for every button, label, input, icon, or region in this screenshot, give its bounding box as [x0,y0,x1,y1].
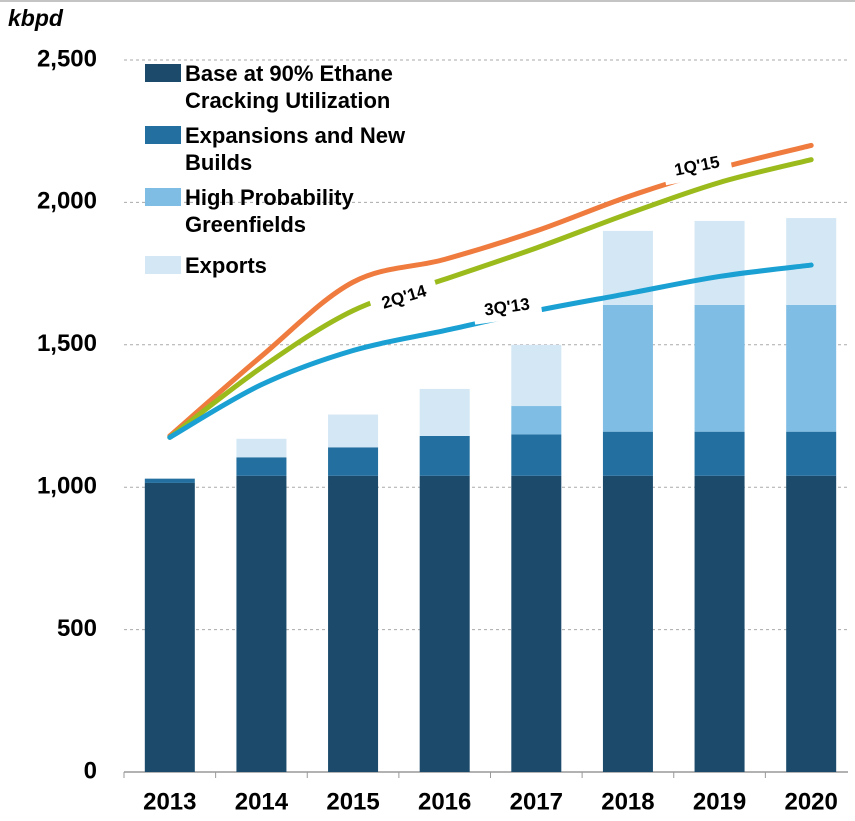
legend-entry: Exports [145,252,465,279]
bar-segment [236,475,287,772]
legend-entry: High Probability Greenfields [145,184,465,238]
bar-segment [602,475,653,772]
line-label-group: 2Q'14 [367,274,441,320]
bar-segment [602,431,653,476]
forecast-line [167,157,814,440]
bar-segment [419,435,470,476]
legend-label: Exports [185,253,267,278]
bar-segment [328,414,379,448]
bar-segment [786,431,837,476]
x-tick-label: 2016 [418,788,471,815]
bar-segment [144,478,195,483]
bar-segment [694,304,745,432]
bar-segment [511,434,562,476]
legend-swatch [145,126,181,144]
line-label-group: 1Q'15 [661,146,733,186]
bar-segment [694,431,745,476]
legend-entry: Base at 90% Ethane Cracking Utilization [145,60,465,114]
bar-segment [602,304,653,432]
bar-segment [419,475,470,772]
bar-segment [144,482,195,772]
legend-swatch [145,256,181,274]
x-tick-label: 2014 [235,788,289,815]
legend-label: High Probability Greenfields [185,185,354,237]
bar-segment [328,447,379,476]
y-tick-label: 2,500 [37,45,97,72]
bar-segment [419,388,470,436]
y-tick-label: 500 [57,615,97,642]
bar-segment [786,304,837,432]
line-label-bg [471,289,543,325]
bar-segment [511,344,562,407]
y-tick-label: 0 [84,757,97,784]
line-label-bg [661,146,733,186]
bar-segment [694,475,745,772]
line-label-group: 3Q'13 [471,289,543,325]
bar-segment [786,475,837,772]
line-label-bg [367,274,441,320]
x-tick-label: 2015 [326,788,379,815]
bar-segment [511,406,562,435]
x-tick-label: 2020 [784,788,837,815]
y-tick-label: 1,500 [37,330,97,357]
bar-segment [236,438,287,458]
legend-label: Expansions and New Builds [185,123,406,175]
bar-segment [694,220,745,305]
bar-segment [236,457,287,476]
x-tick-label: 2013 [143,788,196,815]
x-tick-label: 2017 [510,788,563,815]
legend-label: Base at 90% Ethane Cracking Utilization [185,61,393,113]
y-tick-label: 2,000 [37,188,97,215]
bar-segment [786,218,837,305]
bar-segment [328,475,379,772]
bar-segment [511,475,562,772]
x-tick-label: 2019 [693,788,746,815]
y-unit: kbpd [8,5,64,31]
y-tick-label: 1,000 [37,473,97,500]
legend-entry: Expansions and New Builds [145,122,465,176]
legend-swatch [145,64,181,82]
legend-swatch [145,188,181,206]
x-tick-label: 2018 [601,788,654,815]
